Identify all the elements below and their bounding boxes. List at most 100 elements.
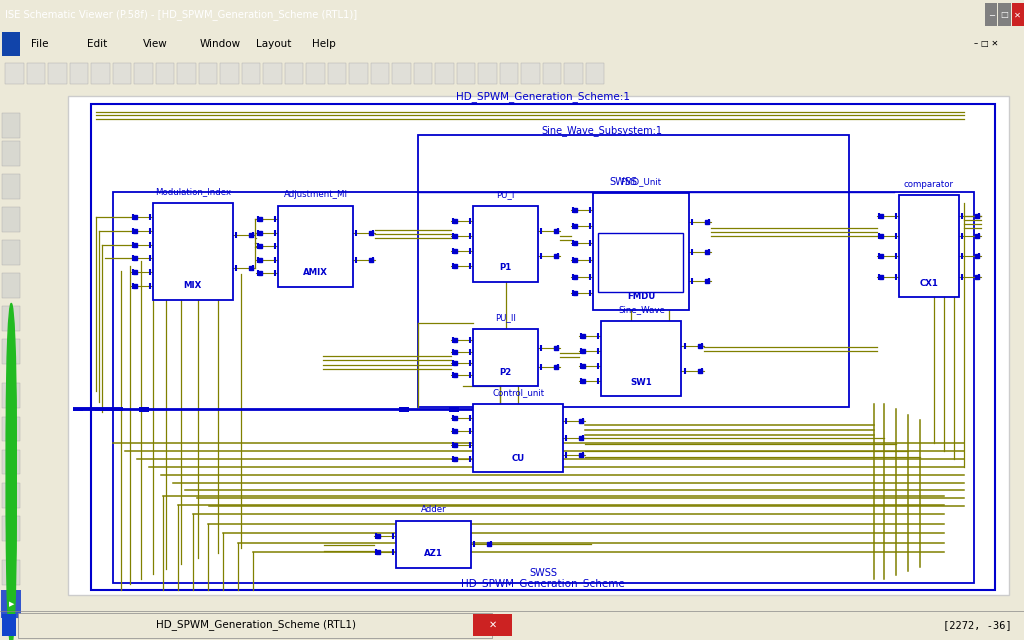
Bar [5,63,24,84]
Bar [2,383,20,408]
Text: FMDU: FMDU [627,292,655,301]
Bar [138,408,148,412]
Bar [473,328,539,386]
Text: Help: Help [312,38,336,49]
Bar [199,63,217,84]
Bar [564,63,583,84]
Bar [899,195,958,297]
Bar [2,306,20,331]
Bar [328,63,346,84]
Bar [1,590,22,618]
Text: P1: P1 [500,263,512,272]
Text: HD_SPWM_Generation_Scheme (RTL1): HD_SPWM_Generation_Scheme (RTL1) [156,620,356,630]
Text: P2: P2 [500,367,512,376]
Text: PU_I: PU_I [497,190,515,199]
Bar [2,417,20,442]
Bar [2,33,20,56]
Bar [371,63,389,84]
Bar [2,339,20,364]
Text: □: □ [1000,10,1009,19]
Bar [2,516,20,541]
Bar [598,233,683,292]
Text: AZ1: AZ1 [424,549,443,558]
Bar [27,63,45,84]
Text: Sine_Wave_Subsystem:1: Sine_Wave_Subsystem:1 [541,125,662,136]
Bar [418,135,849,407]
Text: AMIX: AMIX [303,268,328,277]
Circle shape [6,303,16,546]
Text: ▶: ▶ [8,601,14,607]
Bar [156,63,174,84]
Circle shape [6,370,16,612]
Text: Adder: Adder [421,505,446,514]
Bar [242,63,260,84]
Text: ISE Schematic Viewer (P.58f) - [HD_SPWM_Generation_Scheme (RTL1)]: ISE Schematic Viewer (P.58f) - [HD_SPWM_… [5,9,357,20]
Text: SW1: SW1 [631,378,652,387]
Text: MIX: MIX [183,282,202,291]
Text: File: File [31,38,48,49]
Bar [435,63,454,84]
Bar [473,206,539,282]
Bar [478,63,497,84]
Text: SWSS: SWSS [609,177,637,186]
Bar [2,174,20,198]
Text: ✕: ✕ [488,620,497,630]
Text: SWSS: SWSS [529,568,557,578]
Bar [500,63,518,84]
Bar [220,63,239,84]
Text: Adjustment_MI: Adjustment_MI [284,190,347,199]
Bar [70,63,88,84]
Bar [399,408,410,412]
Text: Control_unit: Control_unit [493,388,545,397]
Text: View: View [143,38,168,49]
Bar [2,614,16,636]
Bar [457,63,475,84]
Bar [2,240,20,265]
Text: Edit: Edit [87,38,108,49]
Bar [1012,3,1024,26]
Bar [306,63,325,84]
Text: Sine_Wave: Sine_Wave [618,305,665,314]
Bar [521,63,540,84]
Text: PU_II: PU_II [496,313,516,322]
Text: [2272, -36]: [2272, -36] [943,620,1012,630]
Bar [91,63,110,84]
Bar [2,450,20,474]
Bar [473,614,512,636]
Circle shape [6,403,16,640]
Bar [392,63,411,84]
Bar [349,63,368,84]
Bar [134,63,153,84]
Bar [450,408,459,412]
Bar [985,3,997,26]
Bar [2,273,20,298]
Bar [177,63,196,84]
Text: Layout: Layout [256,38,292,49]
Bar [153,204,232,300]
Bar [285,63,303,84]
Bar [73,408,83,410]
Bar [998,3,1011,26]
Bar [2,141,20,166]
Text: FMD_Unit: FMD_Unit [621,177,662,186]
Text: CX1: CX1 [920,279,938,288]
Bar [48,63,67,84]
Bar [2,207,20,232]
Bar [2,113,20,138]
Text: HD_SPWM_Generation_Scheme: HD_SPWM_Generation_Scheme [462,578,626,589]
Bar [473,404,563,472]
Bar [263,63,282,84]
Bar [278,206,353,287]
Text: CU: CU [512,454,525,463]
Bar [2,483,20,508]
Text: Modulation_Index: Modulation_Index [155,188,230,196]
Bar [113,192,974,584]
Bar [2,593,20,618]
Bar [113,63,131,84]
Bar [543,63,561,84]
Text: ✕: ✕ [1015,10,1021,19]
Text: ─: ─ [989,10,993,19]
Text: – □ ✕: – □ ✕ [974,39,998,48]
Bar [414,63,432,84]
Bar [593,193,688,310]
